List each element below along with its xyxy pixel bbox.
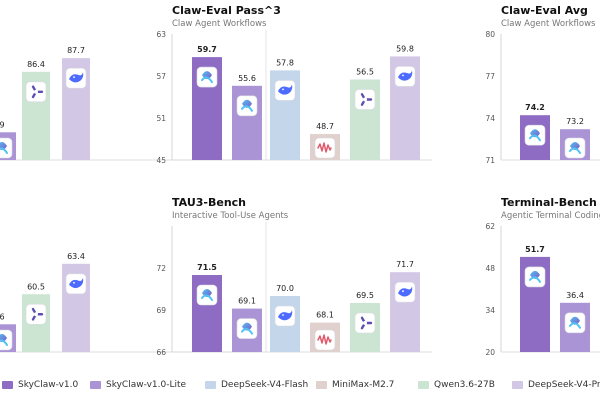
chart-title: TAU3-Bench — [172, 196, 246, 209]
whale-logo-icon — [394, 281, 416, 303]
legend-label: SkyClaw-v1.0 — [18, 380, 79, 390]
chart-panel: 9 86.4 87.7 — [0, 46, 260, 161]
skywork-logo-icon — [196, 284, 218, 306]
y-tick-label: 80 — [485, 30, 495, 39]
legend-label: DeepSeek-V4-Flash — [221, 380, 309, 390]
y-tick-label: 20 — [485, 348, 495, 357]
data-label: 86.4 — [27, 60, 45, 69]
skywork-logo-icon — [236, 318, 258, 339]
data-label: 6 — [0, 312, 5, 321]
chart-title: Claw-Eval Pass^3 — [172, 4, 281, 17]
y-tick-label: 71 — [485, 156, 495, 165]
data-label: 59.7 — [197, 45, 217, 54]
chart-subtitle: Interactive Tool-Use Agents — [172, 211, 289, 221]
data-label: 73.2 — [566, 117, 584, 126]
skywork-logo-icon — [524, 266, 546, 288]
chart-title: Claw-Eval Avg — [501, 4, 588, 17]
whale-logo-icon — [274, 80, 296, 101]
data-label: 59.8 — [396, 44, 414, 53]
legend-item: SkyClaw-v1.0-Lite — [90, 378, 186, 392]
data-label: 63.4 — [67, 252, 85, 261]
y-tick-label: 57 — [156, 72, 166, 81]
legend: SkyClaw-v1.0 SkyClaw-v1.0-Lite DeepSeek-V4… — [0, 378, 600, 396]
whale-logo-icon — [65, 273, 87, 295]
data-label: 56.5 — [356, 68, 374, 77]
y-tick-label: 45 — [156, 156, 166, 165]
y-tick-label: 63 — [156, 30, 166, 39]
y-tick-label: 62 — [485, 222, 495, 231]
chart-panel: Claw-Eval Avg Claw Agent Workflows 71 74 77 8… — [485, 4, 600, 165]
legend-swatch — [316, 381, 327, 389]
legend-label: SkyClaw-v1.0-Lite — [106, 380, 187, 390]
data-label: 55.6 — [238, 74, 256, 83]
chart-panel: 6 60.5 63.4 — [0, 252, 260, 353]
legend-label: MiniMax-M2.7 — [332, 380, 395, 390]
y-tick-label: 72 — [156, 264, 166, 273]
skywork-logo-icon — [0, 329, 13, 351]
skywork-logo-icon — [0, 137, 13, 159]
legend-swatch — [512, 381, 523, 389]
waveform-logo-icon — [314, 137, 336, 159]
legend-swatch — [2, 381, 13, 389]
legend-item: DeepSeek-V4-Pro — [512, 378, 600, 392]
legend-label: Qwen3.6-27B — [434, 380, 495, 390]
y-tick-label: 66 — [156, 348, 166, 357]
chart-panel: TAU3-Bench Interactive Tool-Use Agents 66 6… — [156, 196, 432, 357]
y-tick-label: 48 — [485, 264, 495, 273]
chart-subtitle: Claw Agent Workflows — [501, 19, 596, 29]
waveform-logo-icon — [314, 329, 336, 351]
legend-item: Qwen3.6-27B — [418, 378, 495, 392]
legend-swatch — [205, 381, 216, 389]
skywork-logo-icon — [564, 137, 586, 159]
qwen-logo-icon — [25, 303, 47, 325]
qwen-logo-icon — [25, 81, 47, 103]
whale-logo-icon — [394, 66, 416, 87]
chart-title: Terminal-Bench 2 — [501, 196, 600, 209]
data-label: 57.8 — [276, 58, 294, 67]
skywork-logo-icon — [196, 66, 218, 88]
chart-panel: Terminal-Bench 2 Agentic Terminal Coding 2… — [485, 196, 600, 357]
data-label: 71.7 — [396, 260, 414, 269]
skywork-logo-icon — [524, 124, 546, 146]
y-tick-label: 74 — [485, 114, 495, 123]
y-tick-label: 34 — [485, 306, 495, 315]
data-label: 70.0 — [276, 284, 294, 293]
data-label: 69.1 — [238, 297, 256, 306]
data-label: 71.5 — [197, 263, 217, 272]
y-tick-label: 77 — [485, 72, 495, 81]
legend-swatch — [90, 381, 101, 389]
data-label: 87.7 — [67, 46, 85, 55]
data-label: 9 — [0, 120, 5, 129]
legend-label: DeepSeek-V4-Pro — [528, 380, 600, 390]
skywork-logo-icon — [564, 312, 586, 334]
whale-logo-icon — [274, 305, 296, 327]
data-label: 60.5 — [27, 282, 45, 291]
legend-item: SkyClaw-v1.0 — [2, 378, 78, 392]
data-label: 48.7 — [316, 122, 334, 131]
skywork-logo-icon — [236, 95, 258, 117]
chart-subtitle: Claw Agent Workflows — [172, 19, 267, 29]
qwen-logo-icon — [354, 89, 376, 110]
y-tick-label: 51 — [156, 114, 166, 123]
legend-item: MiniMax-M2.7 — [316, 378, 394, 392]
y-tick-label: 69 — [156, 306, 166, 315]
data-label: 68.1 — [316, 311, 334, 320]
data-label: 74.2 — [525, 103, 545, 112]
legend-item: DeepSeek-V4-Flash — [205, 378, 308, 392]
data-label: 36.4 — [566, 291, 584, 300]
qwen-logo-icon — [354, 312, 376, 334]
data-label: 69.5 — [356, 291, 374, 300]
legend-swatch — [418, 381, 429, 389]
data-label: 51.7 — [525, 245, 545, 254]
chart-panel: Claw-Eval Pass^3 Claw Agent Workflows 45 51… — [156, 4, 432, 165]
whale-logo-icon — [65, 67, 87, 89]
chart-subtitle: Agentic Terminal Coding — [501, 211, 600, 221]
